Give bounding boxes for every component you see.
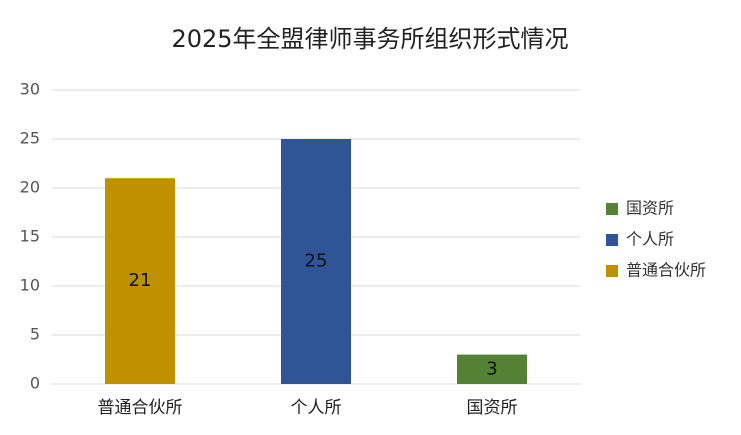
bar [281,139,351,384]
legend-label: 个人所 [626,230,674,249]
legend-label: 国资所 [626,199,674,218]
x-tick-label: 个人所 [291,398,342,418]
legend-swatch [606,203,618,215]
x-tick-label: 国资所 [467,398,518,418]
y-tick-label: 10 [20,276,40,295]
legend-swatch [606,265,618,277]
y-tick-label: 5 [30,325,40,344]
y-tick-label: 15 [20,227,40,246]
y-tick-label: 20 [20,178,40,197]
value-label: 25 [305,251,328,272]
x-tick-label: 普通合伙所 [98,398,183,418]
bar [105,178,175,384]
y-tick-label: 25 [20,129,40,148]
y-tick-label: 0 [30,374,40,393]
y-tick-label: 30 [20,80,40,99]
legend-swatch [606,234,618,246]
chart-title: 2025年全盟律师事务所组织形式情况 [171,25,568,53]
legend-label: 普通合伙所 [626,261,706,280]
value-label: 3 [486,358,497,379]
bar [457,354,527,384]
value-label: 21 [129,270,152,291]
